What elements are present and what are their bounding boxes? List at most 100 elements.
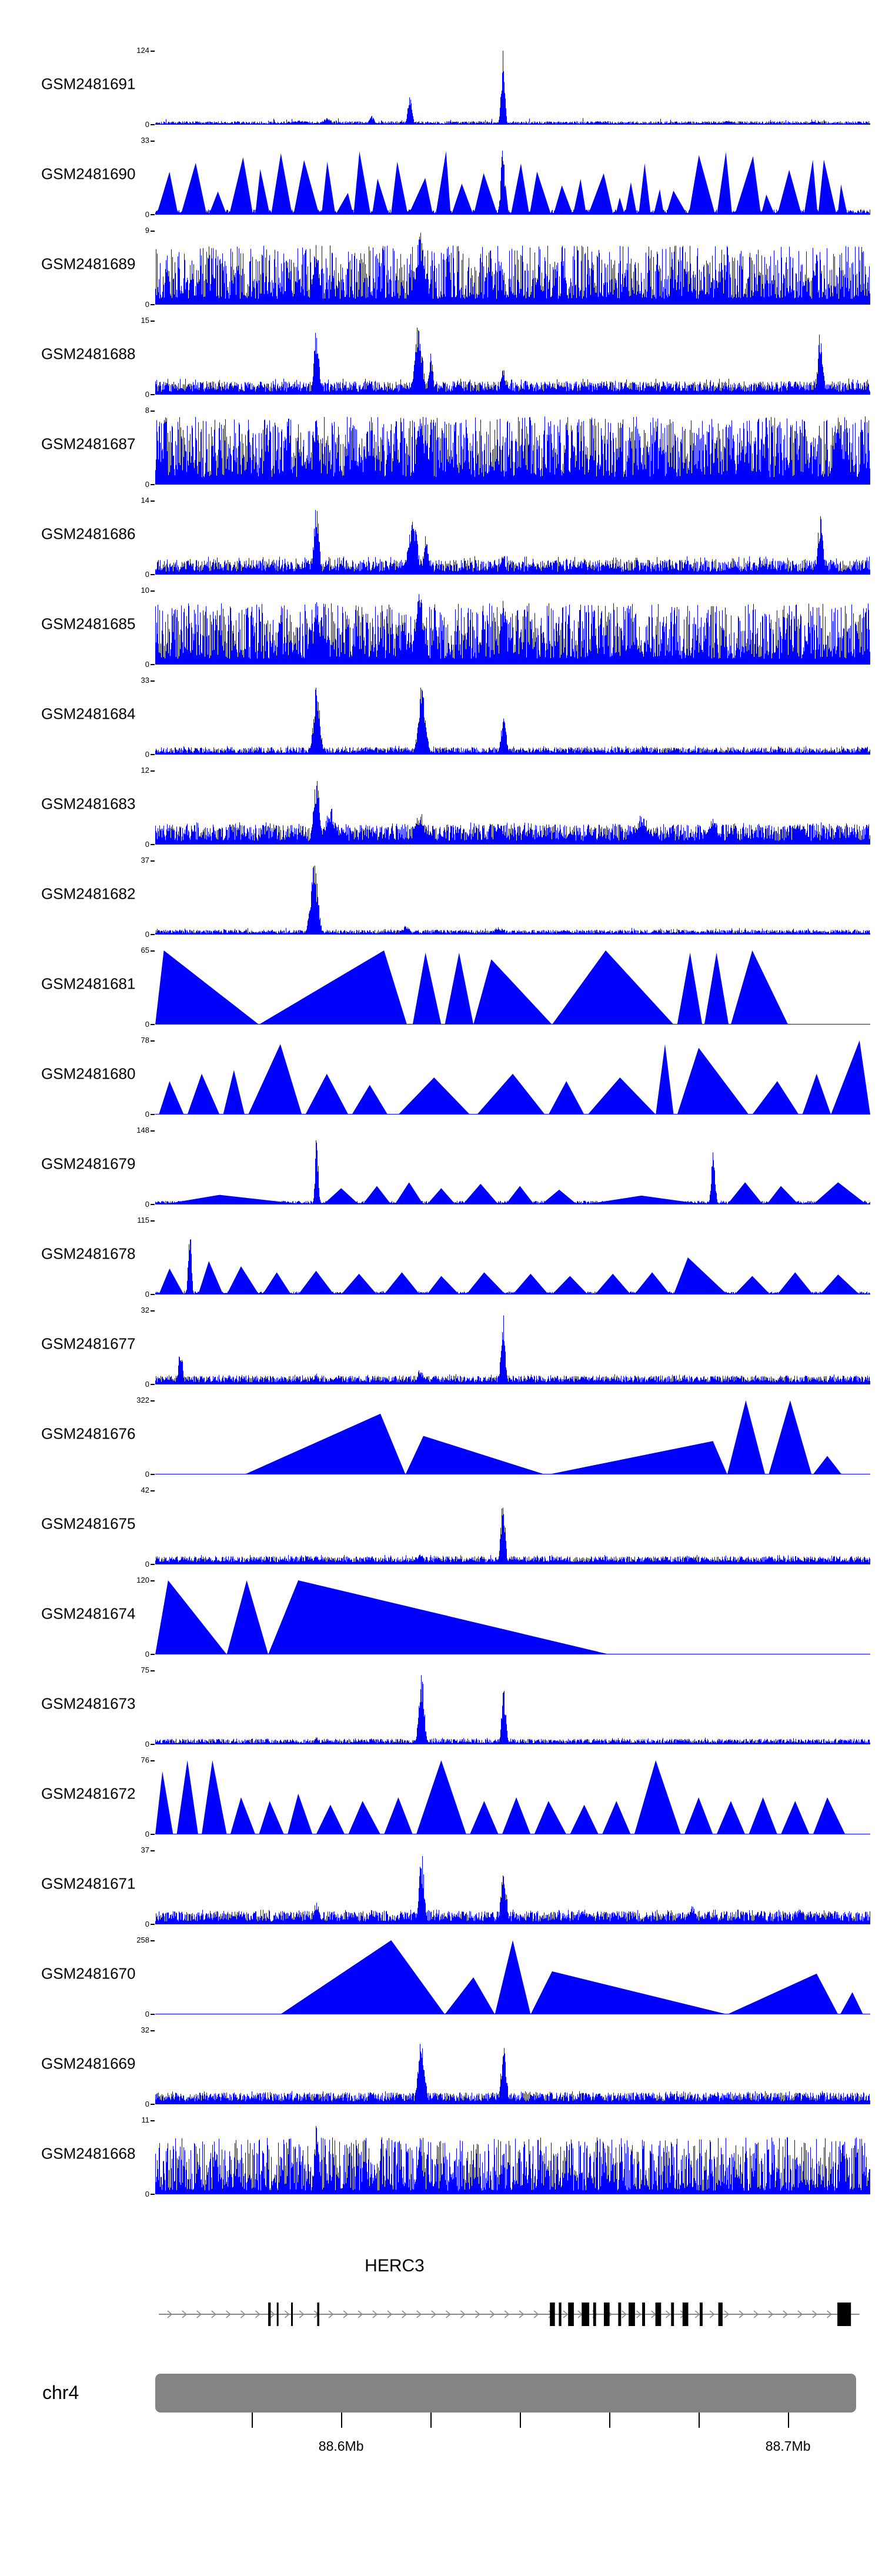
yaxis-max-label: 10 xyxy=(141,586,149,595)
signal-plot xyxy=(155,328,870,395)
yaxis-tick-bottom xyxy=(151,1114,155,1115)
gene-track: HERC3 xyxy=(0,2235,882,2358)
track-label: GSM2481669 xyxy=(41,2054,136,2072)
track-label: GSM2481671 xyxy=(41,1874,136,1892)
yaxis-tick-bottom xyxy=(151,304,155,305)
yaxis-max-label: 12 xyxy=(141,766,149,775)
yaxis-max-label: 33 xyxy=(141,136,149,145)
yaxis-tick-top xyxy=(151,590,155,592)
track-label: GSM2481683 xyxy=(41,795,136,812)
track-label: GSM2481681 xyxy=(41,975,136,992)
track-label: GSM2481682 xyxy=(41,885,136,902)
signal-track-row: GSM2481679 148 0 xyxy=(0,1119,882,1209)
yaxis-zero-label: 0 xyxy=(145,1920,149,1928)
track-label: GSM2481677 xyxy=(41,1334,136,1352)
track-label: GSM2481674 xyxy=(41,1604,136,1622)
yaxis-zero-label: 0 xyxy=(145,1380,149,1389)
yaxis-zero-label: 0 xyxy=(145,930,149,939)
yaxis-zero-label: 0 xyxy=(145,120,149,129)
yaxis-max-label: 37 xyxy=(141,1846,149,1854)
track-label: GSM2481676 xyxy=(41,1424,136,1442)
yaxis-tick-top xyxy=(151,51,155,52)
yaxis-max-label: 32 xyxy=(141,1306,149,1314)
yaxis-zero-label: 0 xyxy=(145,1650,149,1659)
yaxis-tick-top xyxy=(151,1490,155,1491)
signal-plot xyxy=(155,2126,870,2194)
axis-tick xyxy=(430,2413,432,2428)
signal-plot xyxy=(155,232,870,305)
yaxis-zero-label: 0 xyxy=(145,750,149,759)
yaxis-max-label: 124 xyxy=(136,46,149,55)
signal-track-row: GSM2481670 258 0 xyxy=(0,1928,882,2018)
yaxis-tick-bottom xyxy=(151,754,155,755)
yaxis-max-label: 75 xyxy=(141,1666,149,1674)
track-label: GSM2481670 xyxy=(41,1964,136,1982)
track-label: GSM2481686 xyxy=(41,525,136,542)
axis-tick xyxy=(609,2413,611,2428)
yaxis-tick-top xyxy=(151,500,155,502)
axis-tick xyxy=(252,2413,253,2428)
track-label: GSM2481688 xyxy=(41,345,136,362)
signal-plot xyxy=(155,1400,870,1474)
signal-track-row: GSM2481689 9 0 xyxy=(0,219,882,309)
signal-plot xyxy=(155,594,870,665)
yaxis-zero-label: 0 xyxy=(145,1200,149,1209)
signal-plot xyxy=(155,416,870,485)
track-label: GSM2481685 xyxy=(41,615,136,632)
signal-plot xyxy=(155,1580,870,1654)
track-label: GSM2481678 xyxy=(41,1244,136,1262)
yaxis-tick-bottom xyxy=(151,1294,155,1295)
signal-track-row: GSM2481691 124 0 xyxy=(0,39,882,129)
yaxis-tick-top xyxy=(151,1670,155,1671)
yaxis-tick-top xyxy=(151,411,155,412)
signal-track-row: GSM2481678 115 0 xyxy=(0,1209,882,1299)
signal-plot xyxy=(155,1315,870,1384)
axis-tick xyxy=(520,2413,522,2428)
signal-plot xyxy=(155,1140,870,1204)
yaxis-tick-bottom xyxy=(151,1744,155,1745)
yaxis-tick-top xyxy=(151,770,155,772)
axis-tick-label: 88.7Mb xyxy=(765,2438,811,2454)
signal-plot xyxy=(155,1675,870,1744)
yaxis-tick-top xyxy=(151,141,155,142)
track-label: GSM2481668 xyxy=(41,2144,136,2162)
yaxis-max-label: 148 xyxy=(136,1126,149,1134)
gene-title: HERC3 xyxy=(365,2256,425,2275)
gene-model xyxy=(159,2303,860,2326)
yaxis-max-label: 9 xyxy=(145,226,149,235)
yaxis-tick-bottom xyxy=(151,934,155,935)
chromosome-label: chr4 xyxy=(42,2382,79,2403)
yaxis-tick-top xyxy=(151,321,155,322)
yaxis-tick-bottom xyxy=(151,2194,155,2195)
track-label: GSM2481675 xyxy=(41,1514,136,1532)
yaxis-tick-bottom xyxy=(151,2014,155,2015)
yaxis-tick-bottom xyxy=(151,1924,155,1925)
signal-track-row: GSM2481675 42 0 xyxy=(0,1479,882,1569)
yaxis-tick-top xyxy=(151,1940,155,1941)
yaxis-tick-top xyxy=(151,231,155,232)
track-label: GSM2481672 xyxy=(41,1784,136,1802)
yaxis-max-label: 115 xyxy=(137,1216,149,1224)
yaxis-tick-bottom xyxy=(151,844,155,845)
track-label: GSM2481690 xyxy=(41,165,136,182)
yaxis-tick-bottom xyxy=(151,574,155,575)
signal-track-row: GSM2481688 15 0 xyxy=(0,309,882,399)
yaxis-tick-top xyxy=(151,1310,155,1312)
yaxis-tick-top xyxy=(151,1220,155,1222)
chromosome-track: chr4 88.6Mb 88.7Mb xyxy=(0,2364,882,2494)
signal-plot xyxy=(155,950,870,1025)
yaxis-max-label: 42 xyxy=(141,1486,149,1494)
yaxis-tick-top xyxy=(151,860,155,862)
yaxis-tick-bottom xyxy=(151,1474,155,1475)
yaxis-zero-label: 0 xyxy=(145,2100,149,2108)
yaxis-max-label: 78 xyxy=(141,1036,149,1045)
yaxis-tick-top xyxy=(151,1850,155,1851)
signal-plot xyxy=(155,865,870,935)
signal-track-row: GSM2481683 12 0 xyxy=(0,759,882,849)
yaxis-tick-top xyxy=(151,1130,155,1132)
signal-track-row: GSM2481690 33 0 xyxy=(0,129,882,219)
signal-plot xyxy=(155,1856,870,1924)
yaxis-zero-label: 0 xyxy=(145,840,149,849)
yaxis-zero-label: 0 xyxy=(145,1290,149,1299)
signal-track-row: GSM2481672 76 0 xyxy=(0,1749,882,1838)
